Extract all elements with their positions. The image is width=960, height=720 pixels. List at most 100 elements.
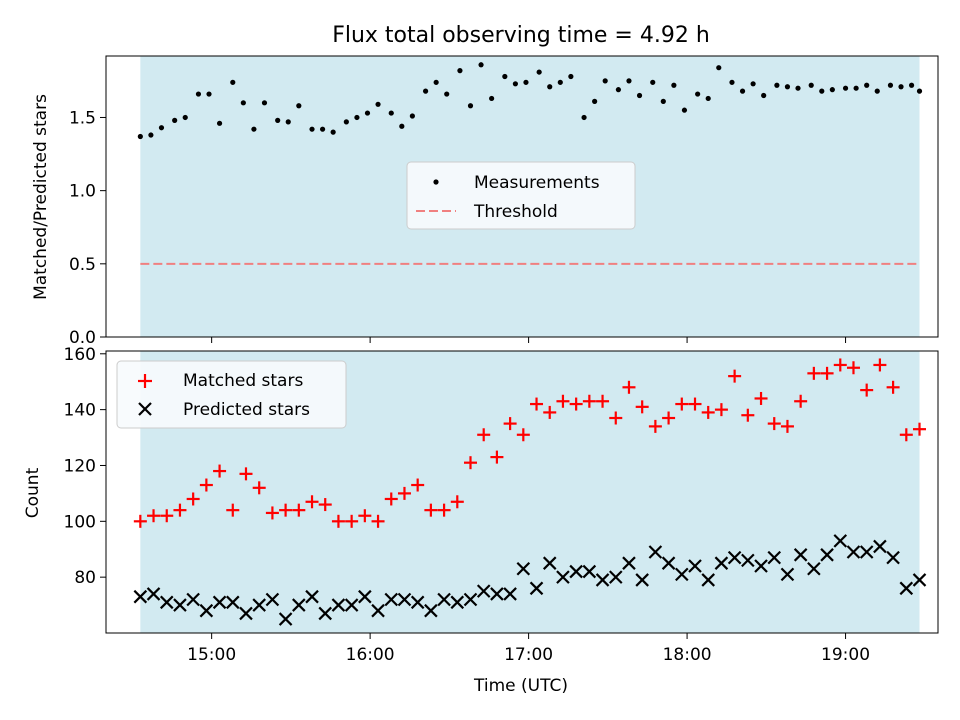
legend-marker-matched [138,374,152,388]
matched-star-point [516,428,530,442]
measurement-point [444,91,450,97]
predicted-star-point [688,559,702,573]
measurement-point [502,73,508,80]
matched-star-point [728,369,742,383]
matched-stars-points [133,358,927,528]
matched-star-point [754,391,768,405]
matched-star-point [860,383,874,397]
measurement-point [433,79,439,85]
matched-star-point [371,514,385,528]
measurement-point [819,88,825,94]
matched-star-point [873,358,887,372]
measurement-point [354,114,360,121]
matched-star-point [622,380,636,394]
measurement-point [853,85,859,91]
matched-star-point [543,405,557,419]
predicted-star-point [199,603,214,618]
legend-marker-predicted [138,402,152,416]
predicted-star-point [767,550,782,565]
predicted-star-point [371,603,385,618]
matched-star-point [345,514,359,528]
matched-star-point [147,509,161,523]
top-y-tick-label: 0.0 [69,328,96,348]
predicted-star-point [859,545,874,559]
matched-star-point [384,492,398,506]
matched-star-point [305,495,319,509]
measurement-point [829,87,835,93]
measurement-point [739,88,746,94]
predicted-star-point [384,592,399,607]
matched-star-point [648,419,662,433]
predicted-star-point [397,592,412,607]
matched-star-point [397,486,411,500]
measurement-point [523,79,529,85]
measurement-point [705,95,711,102]
predicted-star-point [569,564,583,579]
matched-star-point [807,366,821,380]
matched-star-point [767,417,781,431]
predicted-star-point [159,595,174,610]
measurement-point [330,129,336,135]
matched-star-point [411,478,425,492]
measurement-point [216,120,223,126]
measurement-point [182,114,188,121]
matched-star-point [424,503,438,517]
measurement-point [399,123,405,129]
measurement-point [681,107,688,113]
matched-star-point [609,411,623,425]
matched-star-point [701,405,715,419]
matched-star-point [265,506,279,520]
bottom-axes-frame [105,350,939,634]
measurement-point [636,92,643,99]
measurement-point [547,84,553,90]
legend-label-measurements: Measurements [474,173,600,193]
measurement-point [615,87,622,93]
bottom-y-tick-label: 160 [64,345,96,365]
matched-star-point [899,428,913,442]
measurement-point [309,126,315,132]
measurement-point [581,114,587,121]
matched-star-point [292,503,306,517]
top-y-axis-label: Matched/Predicted stars [31,94,51,300]
measurement-point [409,113,415,119]
predicted-star-point [516,562,531,576]
measurement-point [285,119,291,125]
matched-star-point [820,366,834,380]
measurement-point [137,133,143,140]
measurement-point [650,79,656,85]
measurement-point [206,91,212,97]
predicted-star-point [424,603,438,618]
matched-star-point [331,514,345,528]
matched-star-point [463,456,477,470]
measurement-point [874,88,880,94]
predicted-star-point [133,589,148,604]
matched-star-point [833,358,847,372]
measurement-point [375,101,381,107]
predicted-star-point [820,548,834,562]
matched-star-point [450,495,464,509]
predicted-star-point [912,573,927,587]
bottom-legend: Matched stars Predicted stars [116,360,347,429]
matched-star-point [662,411,676,425]
predicted-star-point [278,612,293,626]
matched-star-point [318,498,332,512]
predicted-star-point [265,592,280,607]
matched-star-point [173,503,187,517]
predicted-star-point [675,567,689,582]
measurement-point [784,84,791,90]
measurement-point [422,88,429,94]
matched-star-point [794,394,808,408]
measurement-point [602,78,608,84]
predicted-star-point [582,564,597,579]
predicted-star-point [608,570,623,584]
predicted-star-point [292,598,306,612]
matched-star-point [530,397,544,411]
measurement-point [761,92,767,99]
measurement-point [592,98,598,104]
matched-star-point [675,397,689,411]
top-legend-box [406,161,636,230]
measurement-point [671,82,677,88]
matched-star-point [846,361,860,375]
measurement-point [908,82,915,88]
bottom-y-ticks: 80 100 120 140 160 [64,345,106,588]
